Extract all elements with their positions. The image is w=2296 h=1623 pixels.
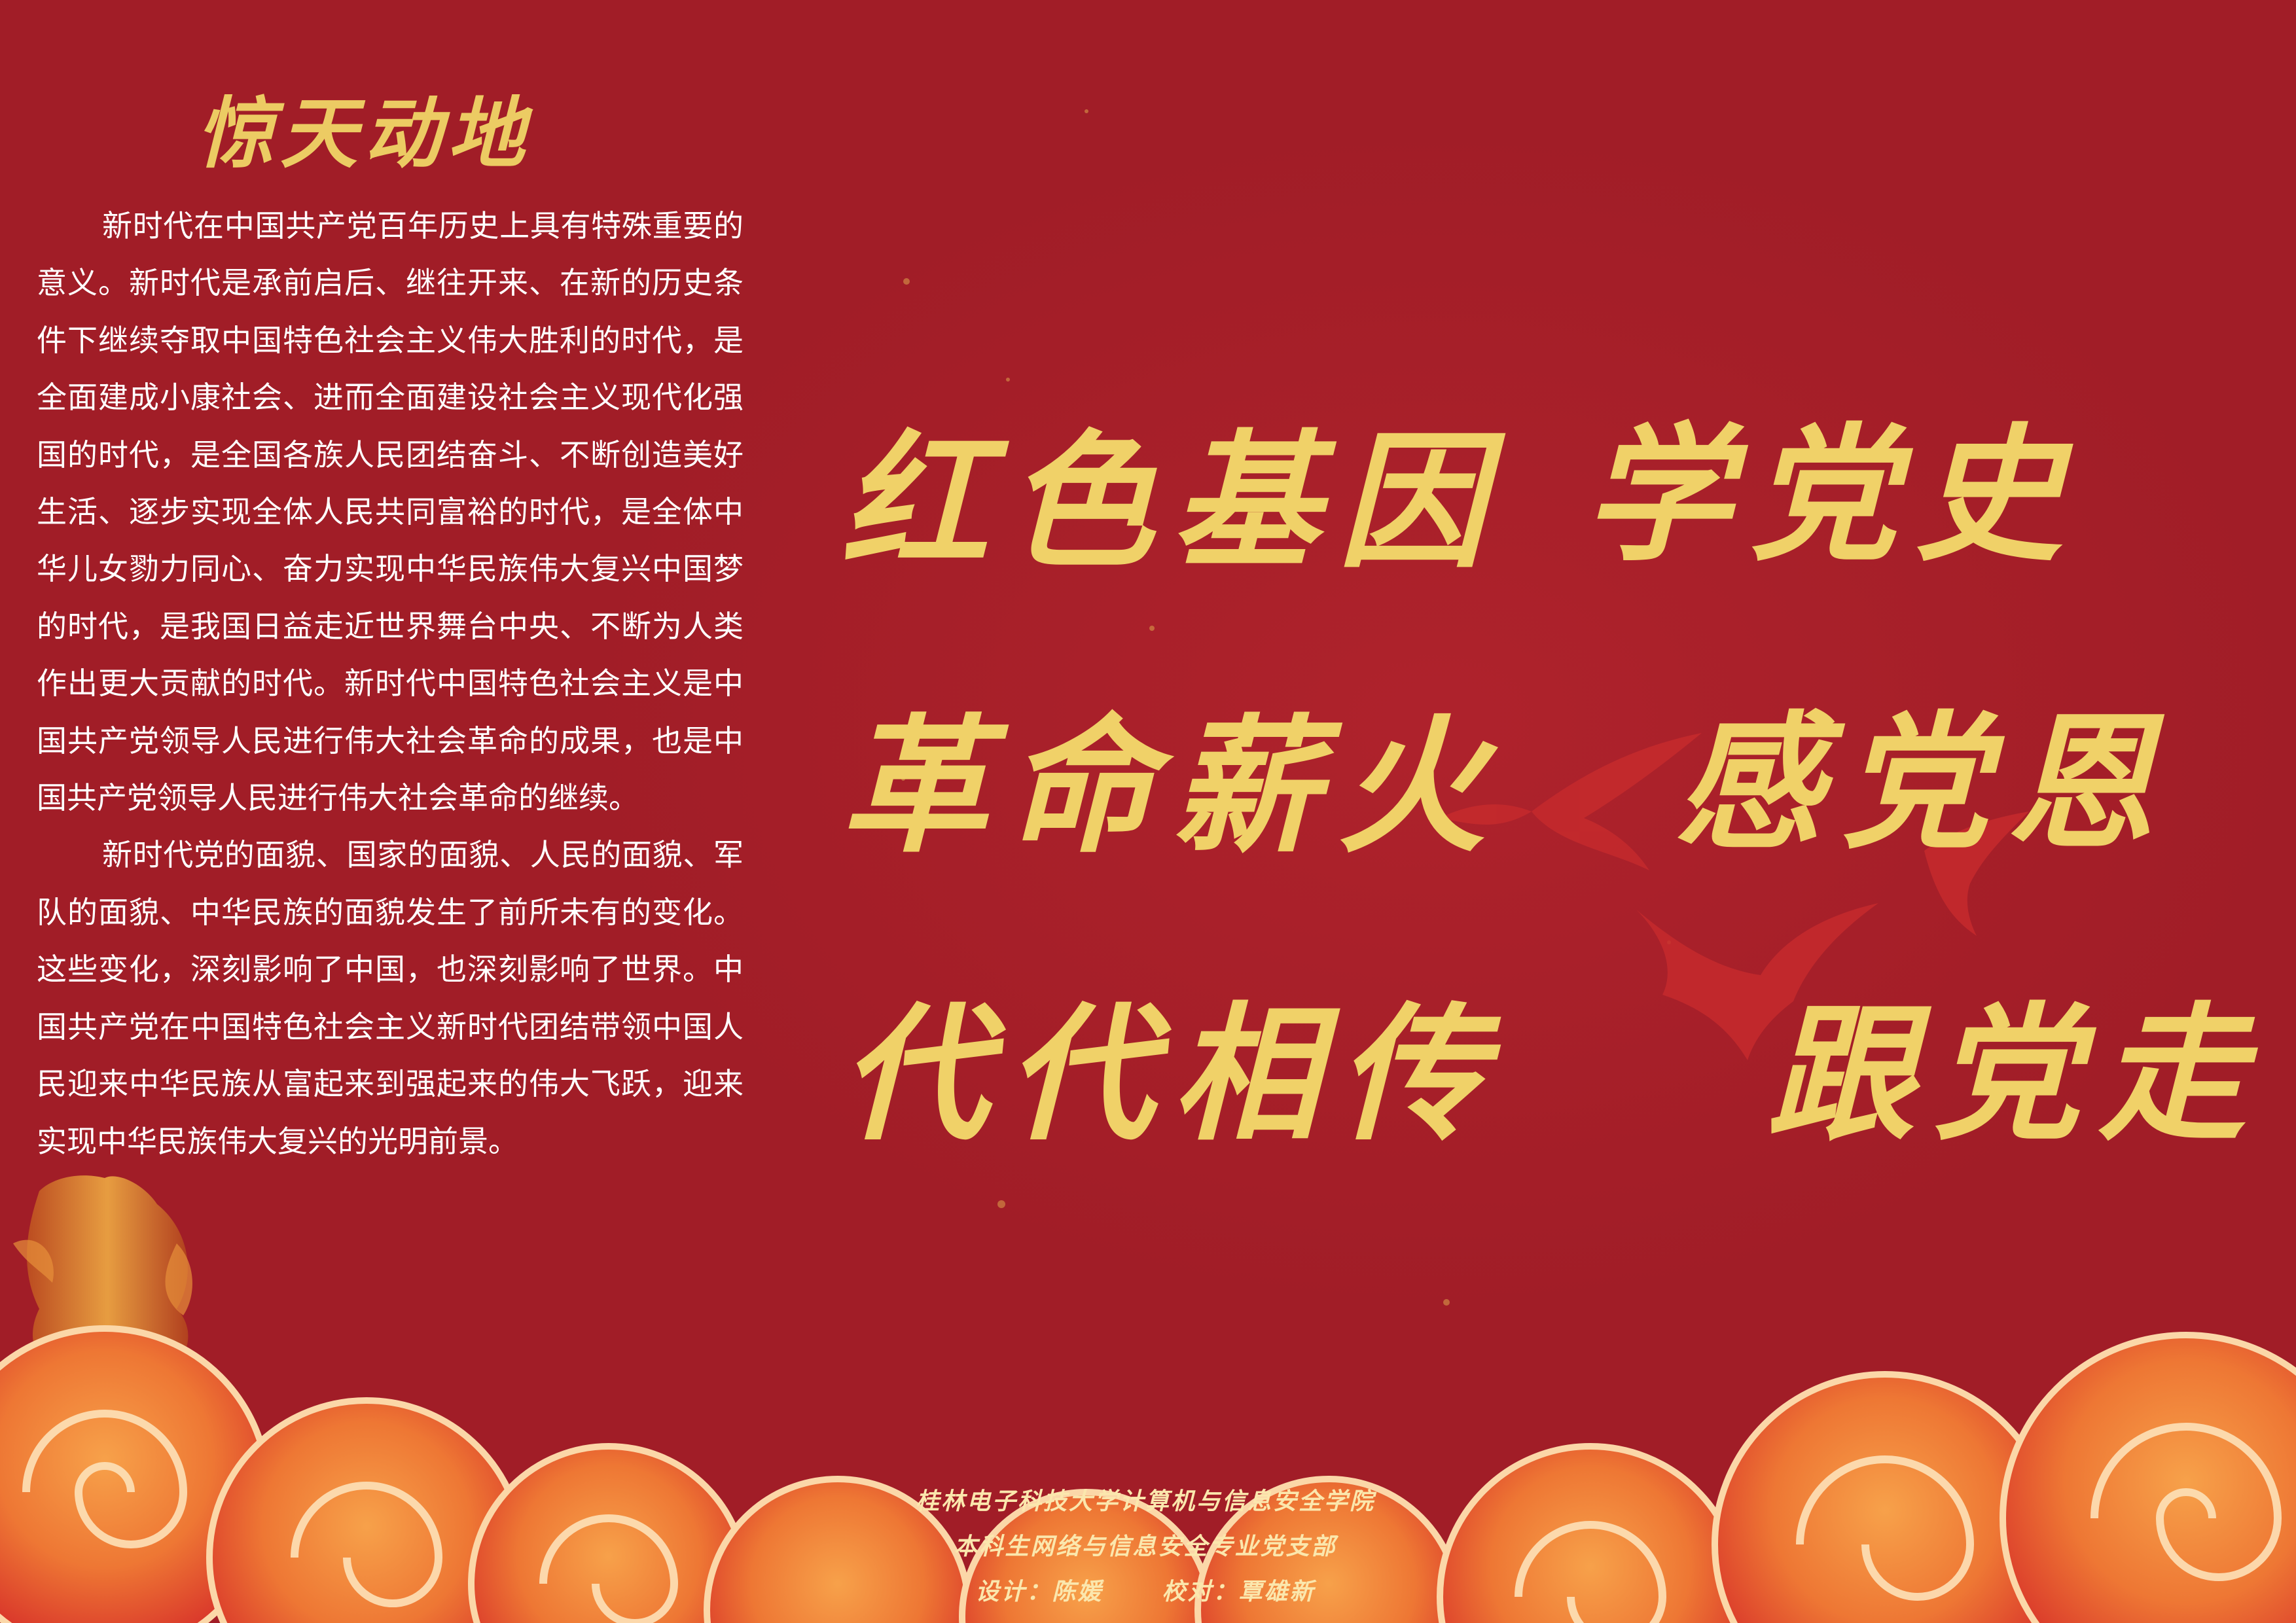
slogan-thank-party: 感党恩 [1676,697,2172,870]
paragraph-1: 新时代在中国共产党百年历史上具有特殊重要的意义。新时代是承前启后、继往开来、在新… [37,208,744,816]
paragraph-2: 新时代党的面貌、国家的面貌、人民的面貌、军队的面貌、中华民族的面貌发生了前所未有… [37,837,744,1159]
slogan-red-gene: 红色基因 [841,416,1503,588]
doves-icon [1440,733,2029,1060]
slogan-revolution-fire: 革命薪火 [841,700,1503,873]
footer-college: 桂林电子科技大学计算机与信息安全学院 [915,1488,1375,1515]
section-title: 惊天动地 [196,88,532,179]
cloud-swirls [22,1410,2282,1623]
footer-branch: 本科生网络与信息安全专业党支部 [954,1533,1337,1560]
body-text: 新时代在中国共产党百年历史上具有特殊重要的意义。新时代是承前启后、继往开来、在新… [37,198,744,1170]
slogan-pass-down: 代代相传 [841,988,1503,1161]
slogan-follow-party: 跟党走 [1767,988,2264,1161]
designer-credit: 设计：陈媛 [975,1578,1103,1605]
slogan-study-party-history: 学党史 [1584,409,2081,582]
footer-credits: 设计：陈媛 校对：覃雄新 [687,1573,1604,1607]
proofreader-credit: 校对：覃雄新 [1162,1578,1316,1605]
